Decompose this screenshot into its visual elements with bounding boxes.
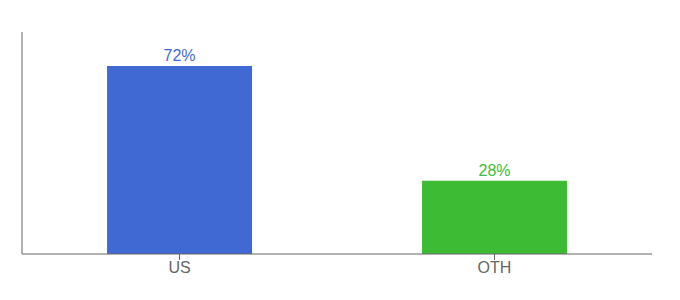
svg-text:OTH: OTH [478, 259, 512, 276]
svg-text:72%: 72% [164, 47, 196, 64]
svg-text:28%: 28% [479, 162, 511, 179]
svg-text:US: US [168, 259, 190, 276]
